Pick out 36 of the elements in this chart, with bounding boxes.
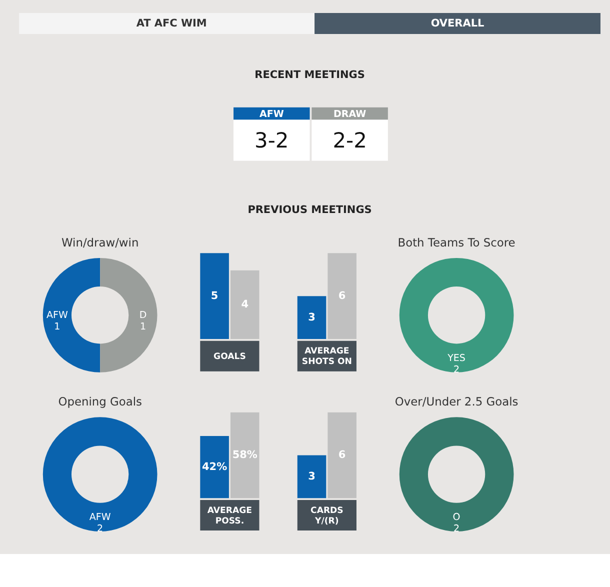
data-label: 4 bbox=[241, 298, 249, 310]
x-axis-title: AVERAGE POSS. bbox=[207, 506, 252, 526]
data-label: 5 bbox=[210, 290, 218, 302]
chart-title: Both Teams To Score bbox=[398, 236, 516, 250]
slice-label: AFW bbox=[89, 512, 112, 524]
text: PREVIOUS MEETINGS bbox=[248, 204, 372, 216]
x-axis-title: CARDS Y/(R) bbox=[310, 506, 344, 526]
data-label: 1 bbox=[140, 321, 146, 332]
data-label: 3 bbox=[308, 470, 316, 483]
slice-label: O bbox=[452, 512, 460, 524]
data-label: 6 bbox=[338, 449, 346, 462]
chart-title: Over/Under 2.5 Goals bbox=[394, 394, 518, 409]
text: 2-2 bbox=[332, 128, 367, 152]
text: OVERALL bbox=[430, 17, 485, 30]
data-label: 2 bbox=[454, 523, 460, 534]
donut-slice bbox=[43, 258, 100, 372]
chart-title: Win/draw/win bbox=[61, 236, 139, 250]
text: AFW bbox=[259, 108, 284, 120]
data-label: 3 bbox=[308, 311, 316, 324]
data-label: 6 bbox=[338, 290, 346, 302]
x-axis-title: AVERAGE SHOTS ON bbox=[302, 346, 352, 368]
data-label: 58% bbox=[232, 449, 258, 462]
data-label: 1 bbox=[54, 321, 60, 332]
slice-label: YES bbox=[446, 352, 466, 364]
slice-label: D bbox=[139, 310, 147, 321]
data-label: 2 bbox=[454, 364, 460, 376]
text: DRAW bbox=[333, 108, 367, 120]
data-label: 2 bbox=[97, 523, 104, 534]
data-label: 42% bbox=[202, 460, 228, 473]
text: RECENT MEETINGS bbox=[254, 68, 365, 81]
text: 3-2 bbox=[254, 128, 289, 152]
x-axis-title: GOALS bbox=[214, 352, 246, 362]
slice-label: AFW bbox=[46, 310, 68, 321]
chart-title: Opening Goals bbox=[58, 394, 142, 409]
text: AT AFC WIM bbox=[136, 17, 207, 30]
donut-slice bbox=[100, 258, 158, 372]
